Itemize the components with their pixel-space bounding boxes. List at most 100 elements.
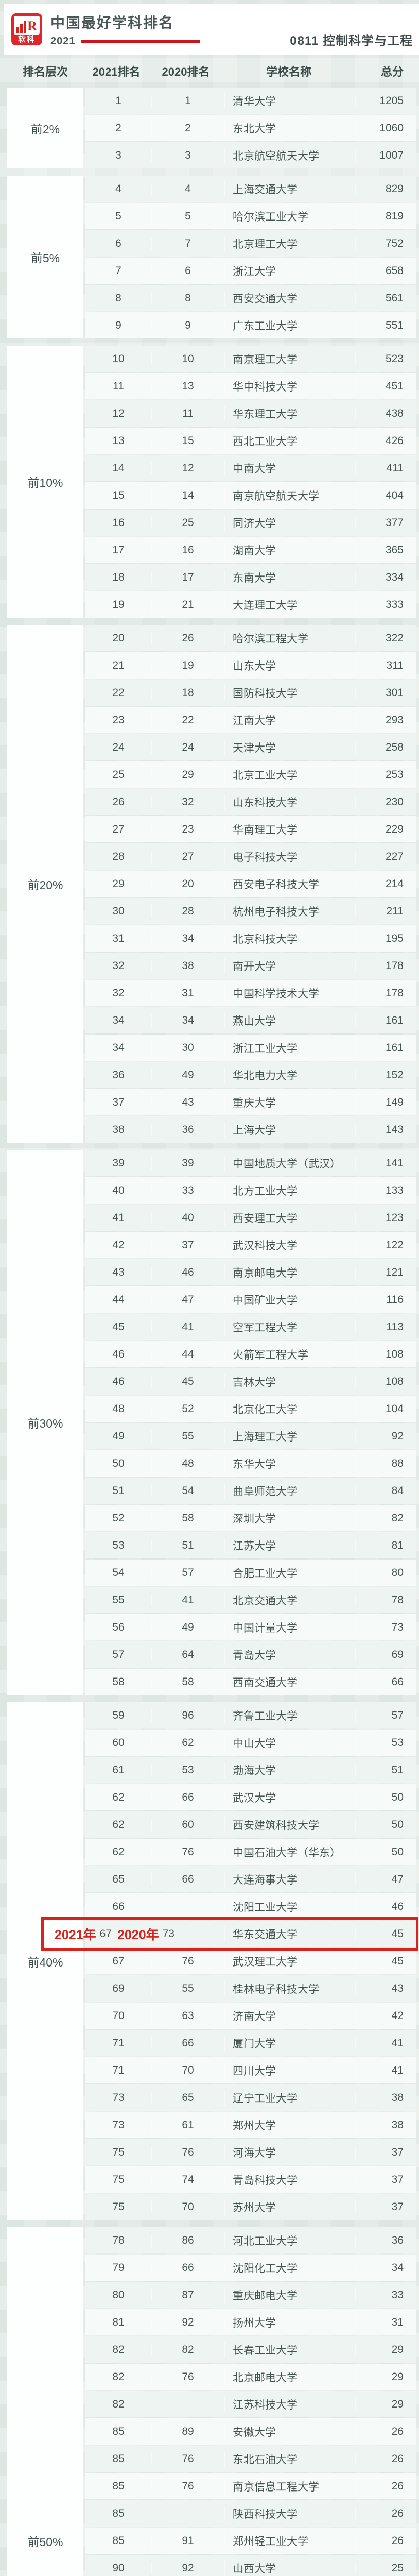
rank-2021-cell: 85 [85, 2426, 151, 2438]
total-score: 161 [355, 1042, 416, 1054]
rank-2020-cell: 58 [151, 1676, 224, 1688]
school-name: 东华大学 [224, 1456, 355, 1471]
school-name: 沈阳工业大学 [224, 1899, 355, 1914]
rank-2020-cell: 61 [151, 2119, 224, 2131]
rank-2020-value: 1 [185, 94, 191, 107]
tier-label: 前10% [7, 346, 83, 618]
rank-2021-cell: 29 [85, 878, 151, 890]
rank-2021-cell: 62 [85, 1791, 151, 1804]
rank-2020-cell: 51 [151, 1539, 224, 1552]
school-name: 江南大学 [224, 713, 355, 728]
rank-2020-cell: 19 [151, 659, 224, 672]
school-name: 河北工业大学 [224, 2233, 355, 2248]
rank-2021-value: 41 [112, 1211, 125, 1224]
rank-2020-cell: 6 [151, 265, 224, 277]
rank-2021-cell: 66 [85, 1901, 151, 1913]
tier-label: 前30% [7, 1150, 83, 1695]
total-score: 36 [355, 2234, 416, 2247]
rank-2021-cell: 55 [85, 1594, 151, 1606]
school-name: 东北大学 [224, 121, 355, 136]
rank-2021-value: 7 [115, 264, 121, 277]
total-score: 293 [355, 714, 416, 726]
total-score: 819 [355, 210, 416, 223]
rank-2020-value: 47 [182, 1293, 194, 1306]
school-name: 东南大学 [224, 570, 355, 585]
rank-2021-value: 71 [112, 2064, 125, 2076]
rank-2020-value: 52 [182, 1402, 194, 1415]
total-score: 45 [355, 1955, 416, 1968]
rank-2021-cell: 82 [85, 2398, 151, 2411]
rank-2021-value: 40 [112, 1184, 125, 1196]
table-row: 34 34 燕山大学 161 [85, 1007, 416, 1033]
rank-2021-value: 50 [112, 1457, 125, 1469]
column-header-row: 排名层次 2021排名 2020排名 学校名称 总分 [7, 55, 416, 88]
total-score: 37 [355, 2201, 416, 2213]
school-name: 华北电力大学 [224, 1067, 355, 1083]
rank-2021-value: 81 [112, 2316, 125, 2328]
total-score: 121 [355, 1266, 416, 1279]
rank-2021-cell: 46 [85, 1348, 151, 1361]
rank-2020-value: 37 [182, 1239, 194, 1251]
rank-2020-value: 62 [182, 1736, 194, 1749]
table-row: 21 19 山东大学 311 [85, 652, 416, 679]
header: R 软科 中国最好学科排名 2021 0811 控制科学与工程 [4, 4, 419, 55]
rank-2021-value: 1 [115, 94, 121, 107]
total-score: 69 [355, 1649, 416, 1661]
school-name: 厦门大学 [224, 2036, 355, 2051]
table-row: 52 58 深圳大学 82 [85, 1505, 416, 1531]
rank-2020-value: 82 [182, 2343, 194, 2355]
school-name: 西安建筑科技大学 [224, 1817, 355, 1833]
rank-2020-value: 20 [182, 877, 194, 890]
rank-2021-cell: 21 [85, 659, 151, 672]
rank-2021-value: 20 [112, 632, 125, 644]
rank-2020-cell: 76 [151, 1955, 224, 1968]
section-rows: 39 39 中国地质大学（武汉） 141 40 33 北方工业大学 133 41… [85, 1150, 416, 1695]
rank-2020-value: 49 [182, 1069, 194, 1081]
rank-2020-cell: 47 [151, 1294, 224, 1306]
rank-2021-value: 79 [112, 2261, 125, 2274]
table-row: 16 25 同济大学 377 [85, 510, 416, 536]
rank-2020-cell: 44 [151, 1348, 224, 1361]
tier-label: 前20% [7, 625, 83, 1143]
rank-2021-cell: 75 [85, 2201, 151, 2213]
table-row: 36 49 华北电力大学 152 [85, 1062, 416, 1088]
total-score: 133 [355, 1184, 416, 1197]
rank-2020-cell: 11 [151, 408, 224, 420]
rank-2021-cell: 45 [85, 1321, 151, 1333]
rank-2021-cell: 2 [85, 122, 151, 134]
rank-2020-value: 24 [182, 741, 194, 753]
rank-2020-cell: 41 [151, 1321, 224, 1333]
table-row: 12 11 华东理工大学 438 [85, 400, 416, 427]
rank-2021-cell: 16 [85, 517, 151, 529]
highlight-2021-label: 2021年 [55, 1927, 96, 1942]
rank-2021-value: 9 [115, 319, 121, 331]
rank-2021-value: 58 [112, 1675, 125, 1688]
table-row: 82 82 长春工业大学 29 [85, 2336, 416, 2363]
rank-2020-value: 22 [182, 714, 194, 726]
rank-2020-cell: 65 [151, 2092, 224, 2104]
rank-2020-value: 39 [182, 1157, 194, 1169]
table-row: 59 96 齐鲁工业大学 57 [85, 1702, 416, 1728]
table-row: 40 33 北方工业大学 133 [85, 1177, 416, 1204]
rank-2020-value: 2 [185, 122, 191, 134]
table-row: 51 54 曲阜师范大学 84 [85, 1478, 416, 1504]
school-name: 中国科学技术大学 [224, 986, 355, 1001]
rank-2021-value: 67 [112, 1955, 125, 1967]
rank-2020-value: 15 [182, 434, 194, 447]
total-score: 1060 [355, 122, 416, 134]
rank-2021-value: 62 [112, 1818, 125, 1831]
table-row: 19 21 大连理工大学 333 [85, 591, 416, 618]
rank-2020-cell: 66 [151, 2262, 224, 2274]
rank-2020-cell: 21 [151, 599, 224, 611]
school-name: 清华大学 [224, 93, 355, 109]
total-score: 41 [355, 2064, 416, 2077]
rank-2020-cell: 63 [151, 2010, 224, 2022]
rank-2021-cell: 54 [85, 1567, 151, 1579]
rank-2021-value: 85 [112, 2534, 125, 2547]
rank-2021-cell: 34 [85, 1014, 151, 1027]
rank-2021-cell: 85 [85, 2507, 151, 2520]
rank-2020-value: 66 [182, 1873, 194, 1885]
rank-2020-cell: 76 [151, 1846, 224, 1858]
rank-2021-value: 8 [115, 292, 121, 304]
rank-2020-cell: 9 [151, 319, 224, 332]
